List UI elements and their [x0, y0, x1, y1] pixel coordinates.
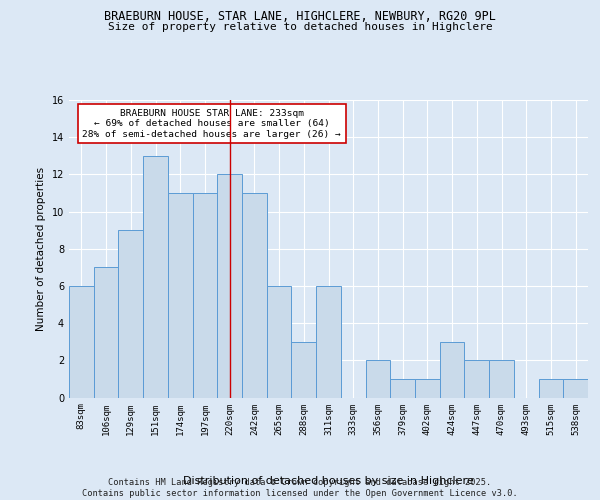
X-axis label: Distribution of detached houses by size in Highclere: Distribution of detached houses by size … [183, 476, 474, 486]
Bar [217, 174, 242, 398]
Bar [143, 156, 168, 398]
Bar [69, 286, 94, 398]
Bar [316, 286, 341, 398]
Bar [489, 360, 514, 398]
Text: BRAEBURN HOUSE STAR LANE: 233sqm
← 69% of detached houses are smaller (64)
28% o: BRAEBURN HOUSE STAR LANE: 233sqm ← 69% o… [82, 109, 341, 138]
Bar [415, 379, 440, 398]
Text: Size of property relative to detached houses in Highclere: Size of property relative to detached ho… [107, 22, 493, 32]
Bar [365, 360, 390, 398]
Bar [193, 193, 217, 398]
Bar [440, 342, 464, 398]
Bar [539, 379, 563, 398]
Bar [292, 342, 316, 398]
Bar [464, 360, 489, 398]
Text: BRAEBURN HOUSE, STAR LANE, HIGHCLERE, NEWBURY, RG20 9PL: BRAEBURN HOUSE, STAR LANE, HIGHCLERE, NE… [104, 10, 496, 23]
Y-axis label: Number of detached properties: Number of detached properties [36, 166, 46, 331]
Bar [94, 268, 118, 398]
Text: Contains HM Land Registry data © Crown copyright and database right 2025.
Contai: Contains HM Land Registry data © Crown c… [82, 478, 518, 498]
Bar [242, 193, 267, 398]
Bar [563, 379, 588, 398]
Bar [390, 379, 415, 398]
Bar [168, 193, 193, 398]
Bar [118, 230, 143, 398]
Bar [267, 286, 292, 398]
